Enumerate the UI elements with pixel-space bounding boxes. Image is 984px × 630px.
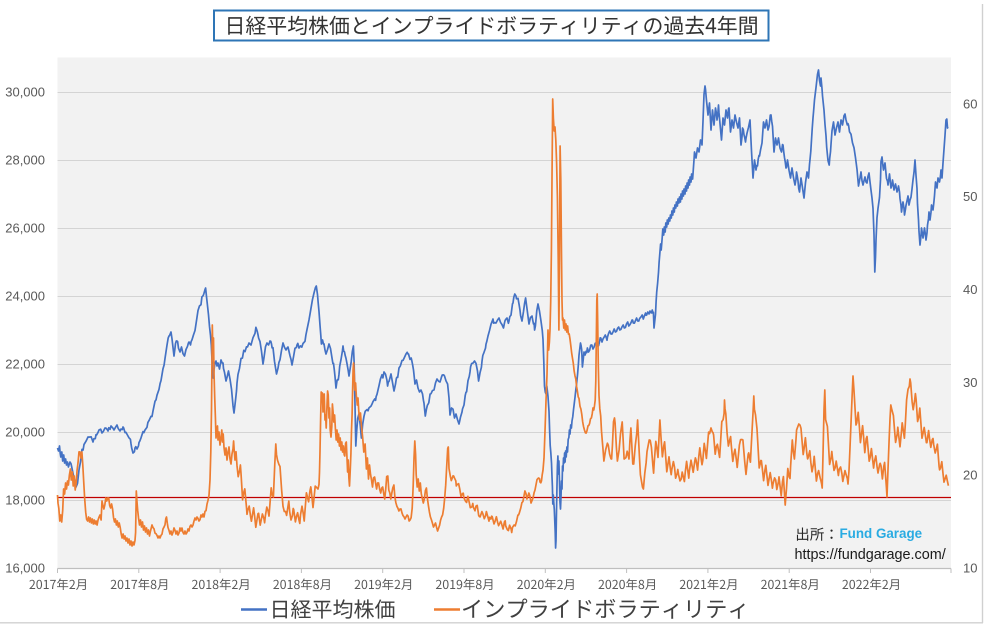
svg-text:22,000: 22,000: [5, 357, 45, 372]
svg-text:40: 40: [963, 282, 977, 297]
svg-text:18,000: 18,000: [5, 493, 45, 508]
svg-text:30,000: 30,000: [5, 85, 45, 100]
svg-text:16,000: 16,000: [5, 561, 45, 576]
svg-text:60: 60: [963, 96, 977, 111]
svg-text:28,000: 28,000: [5, 153, 45, 168]
svg-text:20,000: 20,000: [5, 425, 45, 440]
svg-text:10: 10: [963, 561, 977, 576]
svg-text:24,000: 24,000: [5, 289, 45, 304]
svg-text:50: 50: [963, 189, 977, 204]
svg-text:https://fundgarage.com/: https://fundgarage.com/: [795, 547, 946, 563]
svg-text:30: 30: [963, 375, 977, 390]
svg-text:20: 20: [963, 468, 977, 483]
svg-text:Fund Garage: Fund Garage: [840, 526, 923, 541]
svg-text:26,000: 26,000: [5, 221, 45, 236]
